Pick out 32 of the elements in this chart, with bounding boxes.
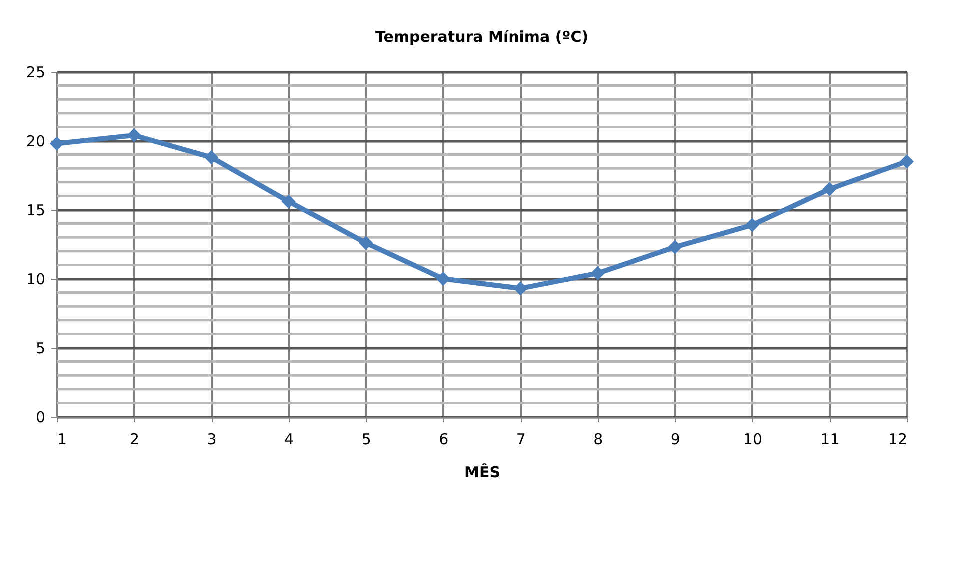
point	[514, 282, 528, 296]
x-tick-label: 12	[888, 430, 908, 448]
y-tick-label: 10	[26, 270, 46, 288]
point	[822, 182, 837, 196]
x-tick-label: 8	[594, 430, 604, 448]
y-tick-label: 0	[36, 408, 46, 426]
point	[668, 240, 682, 254]
y-tick-label: 25	[26, 64, 46, 82]
x-tick-label: 5	[362, 430, 372, 448]
point	[436, 272, 450, 286]
point	[359, 236, 374, 250]
point	[282, 194, 296, 209]
x-tick-label: 4	[284, 430, 294, 448]
point	[204, 150, 219, 165]
x-tick-label: 1	[58, 430, 68, 448]
x-tick-label: 2	[130, 430, 140, 448]
x-tick-label: 11	[820, 430, 840, 448]
y-tick-label: 5	[36, 340, 46, 358]
x-axis-title: MÊS	[464, 464, 500, 482]
x-tick-label: 3	[207, 430, 217, 448]
x-tick-label: 7	[516, 430, 526, 448]
y-tick-label: 15	[26, 202, 46, 220]
x-tick-label: 9	[670, 430, 680, 448]
point	[590, 266, 605, 281]
y-tick-label: 20	[26, 132, 46, 150]
point	[50, 136, 64, 151]
point	[745, 218, 760, 232]
chart-title: Temperatura Mínima (ºC)	[375, 28, 589, 46]
point	[900, 154, 914, 169]
x-tick-label: 10	[743, 430, 762, 448]
x-tick-label: 6	[439, 430, 449, 448]
point	[127, 128, 142, 143]
